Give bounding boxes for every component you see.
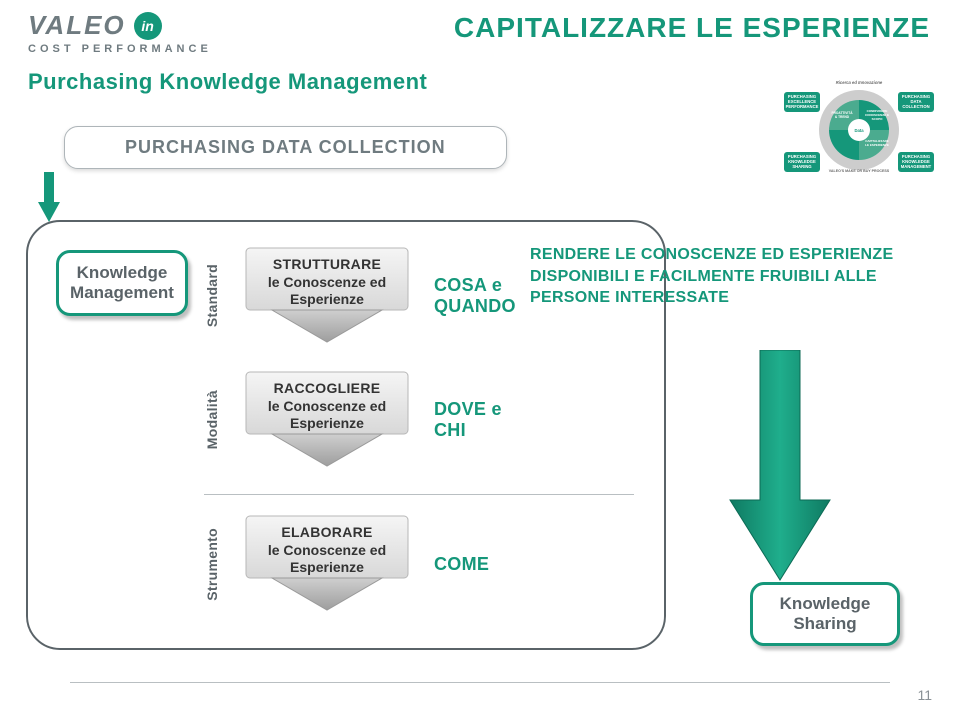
result-line1: RENDERE LE CONOSCENZE ED ESPERIENZE xyxy=(530,246,893,263)
step-raccogliere: RACCOGLIERE le Conoscenze ed Esperienze xyxy=(242,370,412,470)
svg-text:Data: Data xyxy=(854,128,864,133)
svg-text:LE ESPERIENZE: LE ESPERIENZE xyxy=(865,143,889,147)
step-head: STRUTTURARE xyxy=(273,256,381,272)
step-elaborare: ELABORARE le Conoscenze ed Esperienze xyxy=(242,514,412,614)
svg-text:MANAGEMENT: MANAGEMENT xyxy=(901,164,932,169)
svg-text:COLLECTION: COLLECTION xyxy=(902,104,929,109)
svg-text:PERFORMANCE: PERFORMANCE xyxy=(786,104,819,109)
step-body: le Conoscenze ed Esperienze xyxy=(268,398,386,432)
question-come: COME xyxy=(434,554,534,575)
flow-row-standard: Standard STRUTTURARE le Conoscenze ed Es… xyxy=(204,246,534,346)
mini-process-diagram: Data Ricerca ed Innovazione PURCHASING E… xyxy=(784,72,934,182)
step-body: le Conoscenze ed Esperienze xyxy=(268,274,386,308)
svg-text:SHARING: SHARING xyxy=(792,164,811,169)
knowledge-management-tag: Knowledge Management xyxy=(56,250,188,316)
question-dove-chi: DOVE e CHI xyxy=(434,399,534,441)
logo-cost-performance: COST PERFORMANCE xyxy=(28,43,932,55)
svg-text:& TREND: & TREND xyxy=(835,115,850,119)
knowledge-sharing-tag: Knowledge Sharing xyxy=(750,582,900,646)
footer-rule xyxy=(70,682,890,683)
logo-badge: in xyxy=(134,12,162,40)
row-label-standard: Standard xyxy=(204,264,220,327)
row-label-modalita: Modalità xyxy=(204,390,220,449)
svg-text:VALEO'S MAKE OR BUY PROCESS: VALEO'S MAKE OR BUY PROCESS xyxy=(829,169,890,173)
row-divider xyxy=(204,494,634,495)
svg-text:Ricerca ed Innovazione: Ricerca ed Innovazione xyxy=(836,80,883,85)
flow-row-modalita: Modalità RACCOGLIERE le Conoscenze ed Es… xyxy=(204,370,534,470)
slide-title: CAPITALIZZARE LE ESPERIENZE xyxy=(454,12,930,44)
slide-header: VALEO in COST PERFORMANCE CAPITALIZZARE … xyxy=(0,0,960,120)
svg-text:SCOPO: SCOPO xyxy=(872,117,884,121)
logo-brand: VALEO xyxy=(28,10,126,41)
result-text: RENDERE LE CONOSCENZE ED ESPERIENZE DISP… xyxy=(530,244,930,309)
page-number: 11 xyxy=(917,687,932,703)
step-head: ELABORARE xyxy=(281,524,372,540)
step-head: RACCOGLIERE xyxy=(274,380,381,396)
step-body: le Conoscenze ed Esperienze xyxy=(268,542,386,576)
big-down-arrow-icon xyxy=(720,350,840,590)
section-pill: PURCHASING DATA COLLECTION xyxy=(64,126,507,169)
result-line2: DISPONIBILI E FACILMENTE FRUIBILI ALLE P… xyxy=(530,268,877,307)
step-strutturare: STRUTTURARE le Conoscenze ed Esperienze xyxy=(242,246,412,346)
row-label-strumento: Strumento xyxy=(204,528,220,601)
flow-row-strumento: Strumento ELABORARE le Conoscenze ed Esp… xyxy=(204,514,534,614)
question-cosa-quando: COSA e QUANDO xyxy=(434,275,534,317)
